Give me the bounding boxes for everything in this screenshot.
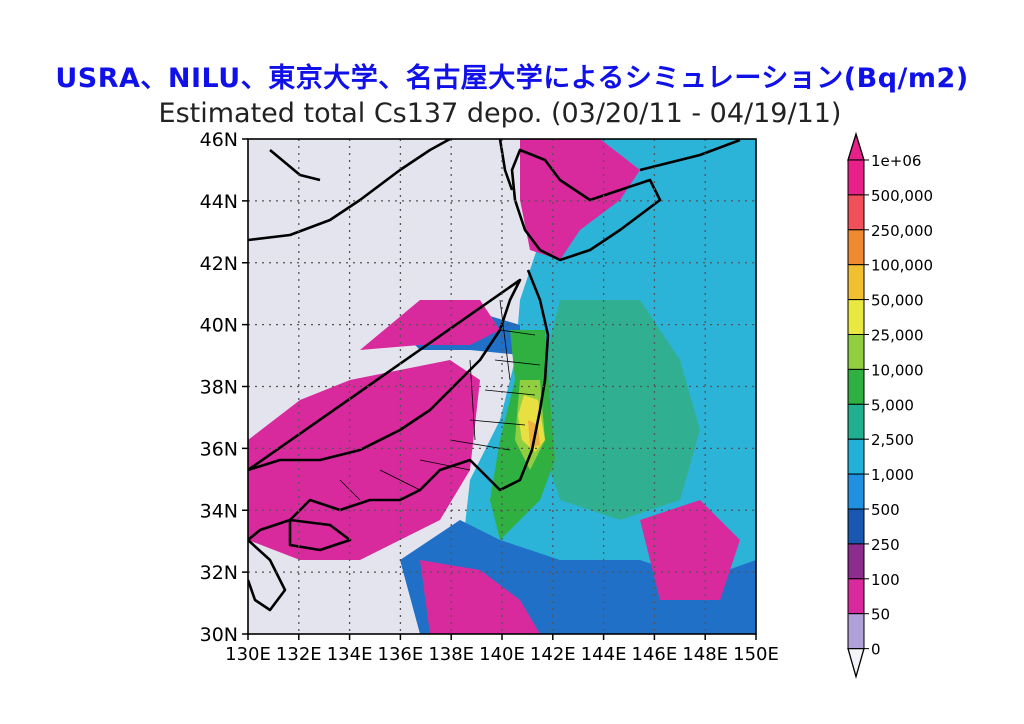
lon-tick-label: 142E [530, 644, 576, 665]
lat-tick-label: 34N [200, 500, 238, 522]
korea-coast [248, 139, 451, 242]
lat-tick-label: 36N [200, 438, 238, 460]
plume-teal [540, 300, 700, 520]
lat-tick-label: 38N [200, 377, 238, 399]
lon-tick-label: 136E [378, 644, 424, 665]
lon-tick-label: 140E [479, 644, 525, 665]
lon-tick-label: 130E [225, 644, 271, 665]
legend-label: 250 [871, 536, 900, 554]
hokkaido-coast [510, 148, 662, 262]
lon-tick-label: 150E [733, 644, 779, 665]
latitude-labels: 30N 32N 34N 36N 38N 40N 42N 44N 46N [200, 129, 238, 646]
sakhalin-coast [498, 139, 741, 191]
lon-tick-label: 144E [581, 644, 627, 665]
legend-swatch [847, 403, 865, 440]
legend-label: 500,000 [871, 187, 933, 205]
lon-tick-label: 146E [632, 644, 678, 665]
legend-label: 10,000 [871, 361, 924, 379]
legend-label: 500 [871, 501, 900, 519]
lon-tick-label: 134E [327, 644, 373, 665]
legend-swatch [847, 543, 865, 580]
kyushu-shikoku-coast [248, 518, 352, 612]
plot-frame [247, 138, 757, 635]
legend-label: 50,000 [871, 292, 924, 310]
lon-tick-label: 148E [682, 644, 728, 665]
lon-tick-label: 132E [276, 644, 322, 665]
legend-label: 100 [871, 571, 900, 589]
legend-swatch [847, 613, 865, 650]
magenta-east [640, 500, 740, 600]
legend-swatch [847, 264, 865, 301]
legend-overflow-triangle [847, 131, 865, 161]
lat-tick-label: 42N [200, 253, 238, 275]
lat-tick-label: 32N [200, 562, 238, 584]
legend-swatch [847, 473, 865, 510]
legend-swatch [847, 229, 865, 266]
lat-tick-label: 46N [200, 129, 238, 151]
longitude-labels: 130E 132E 134E 136E 138E 140E 142E 144E 146E 148E… [225, 644, 779, 665]
magenta-hokkaido [520, 139, 640, 260]
color-legend: 1e+06 500,000 250,000 100,000 50,000 25,000 10… [847, 131, 933, 679]
legend-label: 25,000 [871, 327, 924, 345]
legend-label: 2,500 [871, 431, 914, 449]
map-title: Estimated total Cs137 depo. (03/20/11 - … [158, 98, 842, 129]
lat-lon-grid [242, 138, 757, 640]
coastlines [248, 139, 741, 612]
legend-label: 100,000 [871, 257, 933, 275]
legend-label: 0 [871, 641, 881, 659]
legend-label: 1,000 [871, 466, 914, 484]
magenta-south [420, 560, 540, 634]
lat-tick-label: 40N [200, 315, 238, 337]
legend-swatch [847, 334, 865, 370]
legend-label: 50 [871, 606, 890, 624]
legend-label: 1e+06 [871, 152, 921, 170]
honshu-coast [248, 269, 550, 541]
legend-swatch [847, 368, 865, 405]
legend-swatch [847, 159, 865, 196]
simulation-header: USRA、NILU、東京大学、名古屋大学によるシミュレーション(Bq/m2) [55, 63, 969, 94]
legend-swatch [847, 438, 865, 475]
legend-swatch [847, 194, 865, 231]
legend-swatch [847, 578, 865, 615]
lat-tick-label: 30N [200, 624, 238, 646]
legend-swatch [847, 299, 865, 336]
legend-underflow-triangle [847, 647, 865, 679]
lat-tick-label: 44N [200, 191, 238, 213]
legend-label: 5,000 [871, 396, 914, 414]
legend-swatch [847, 508, 865, 545]
legend-label: 250,000 [871, 222, 933, 240]
lon-tick-label: 138E [428, 644, 474, 665]
